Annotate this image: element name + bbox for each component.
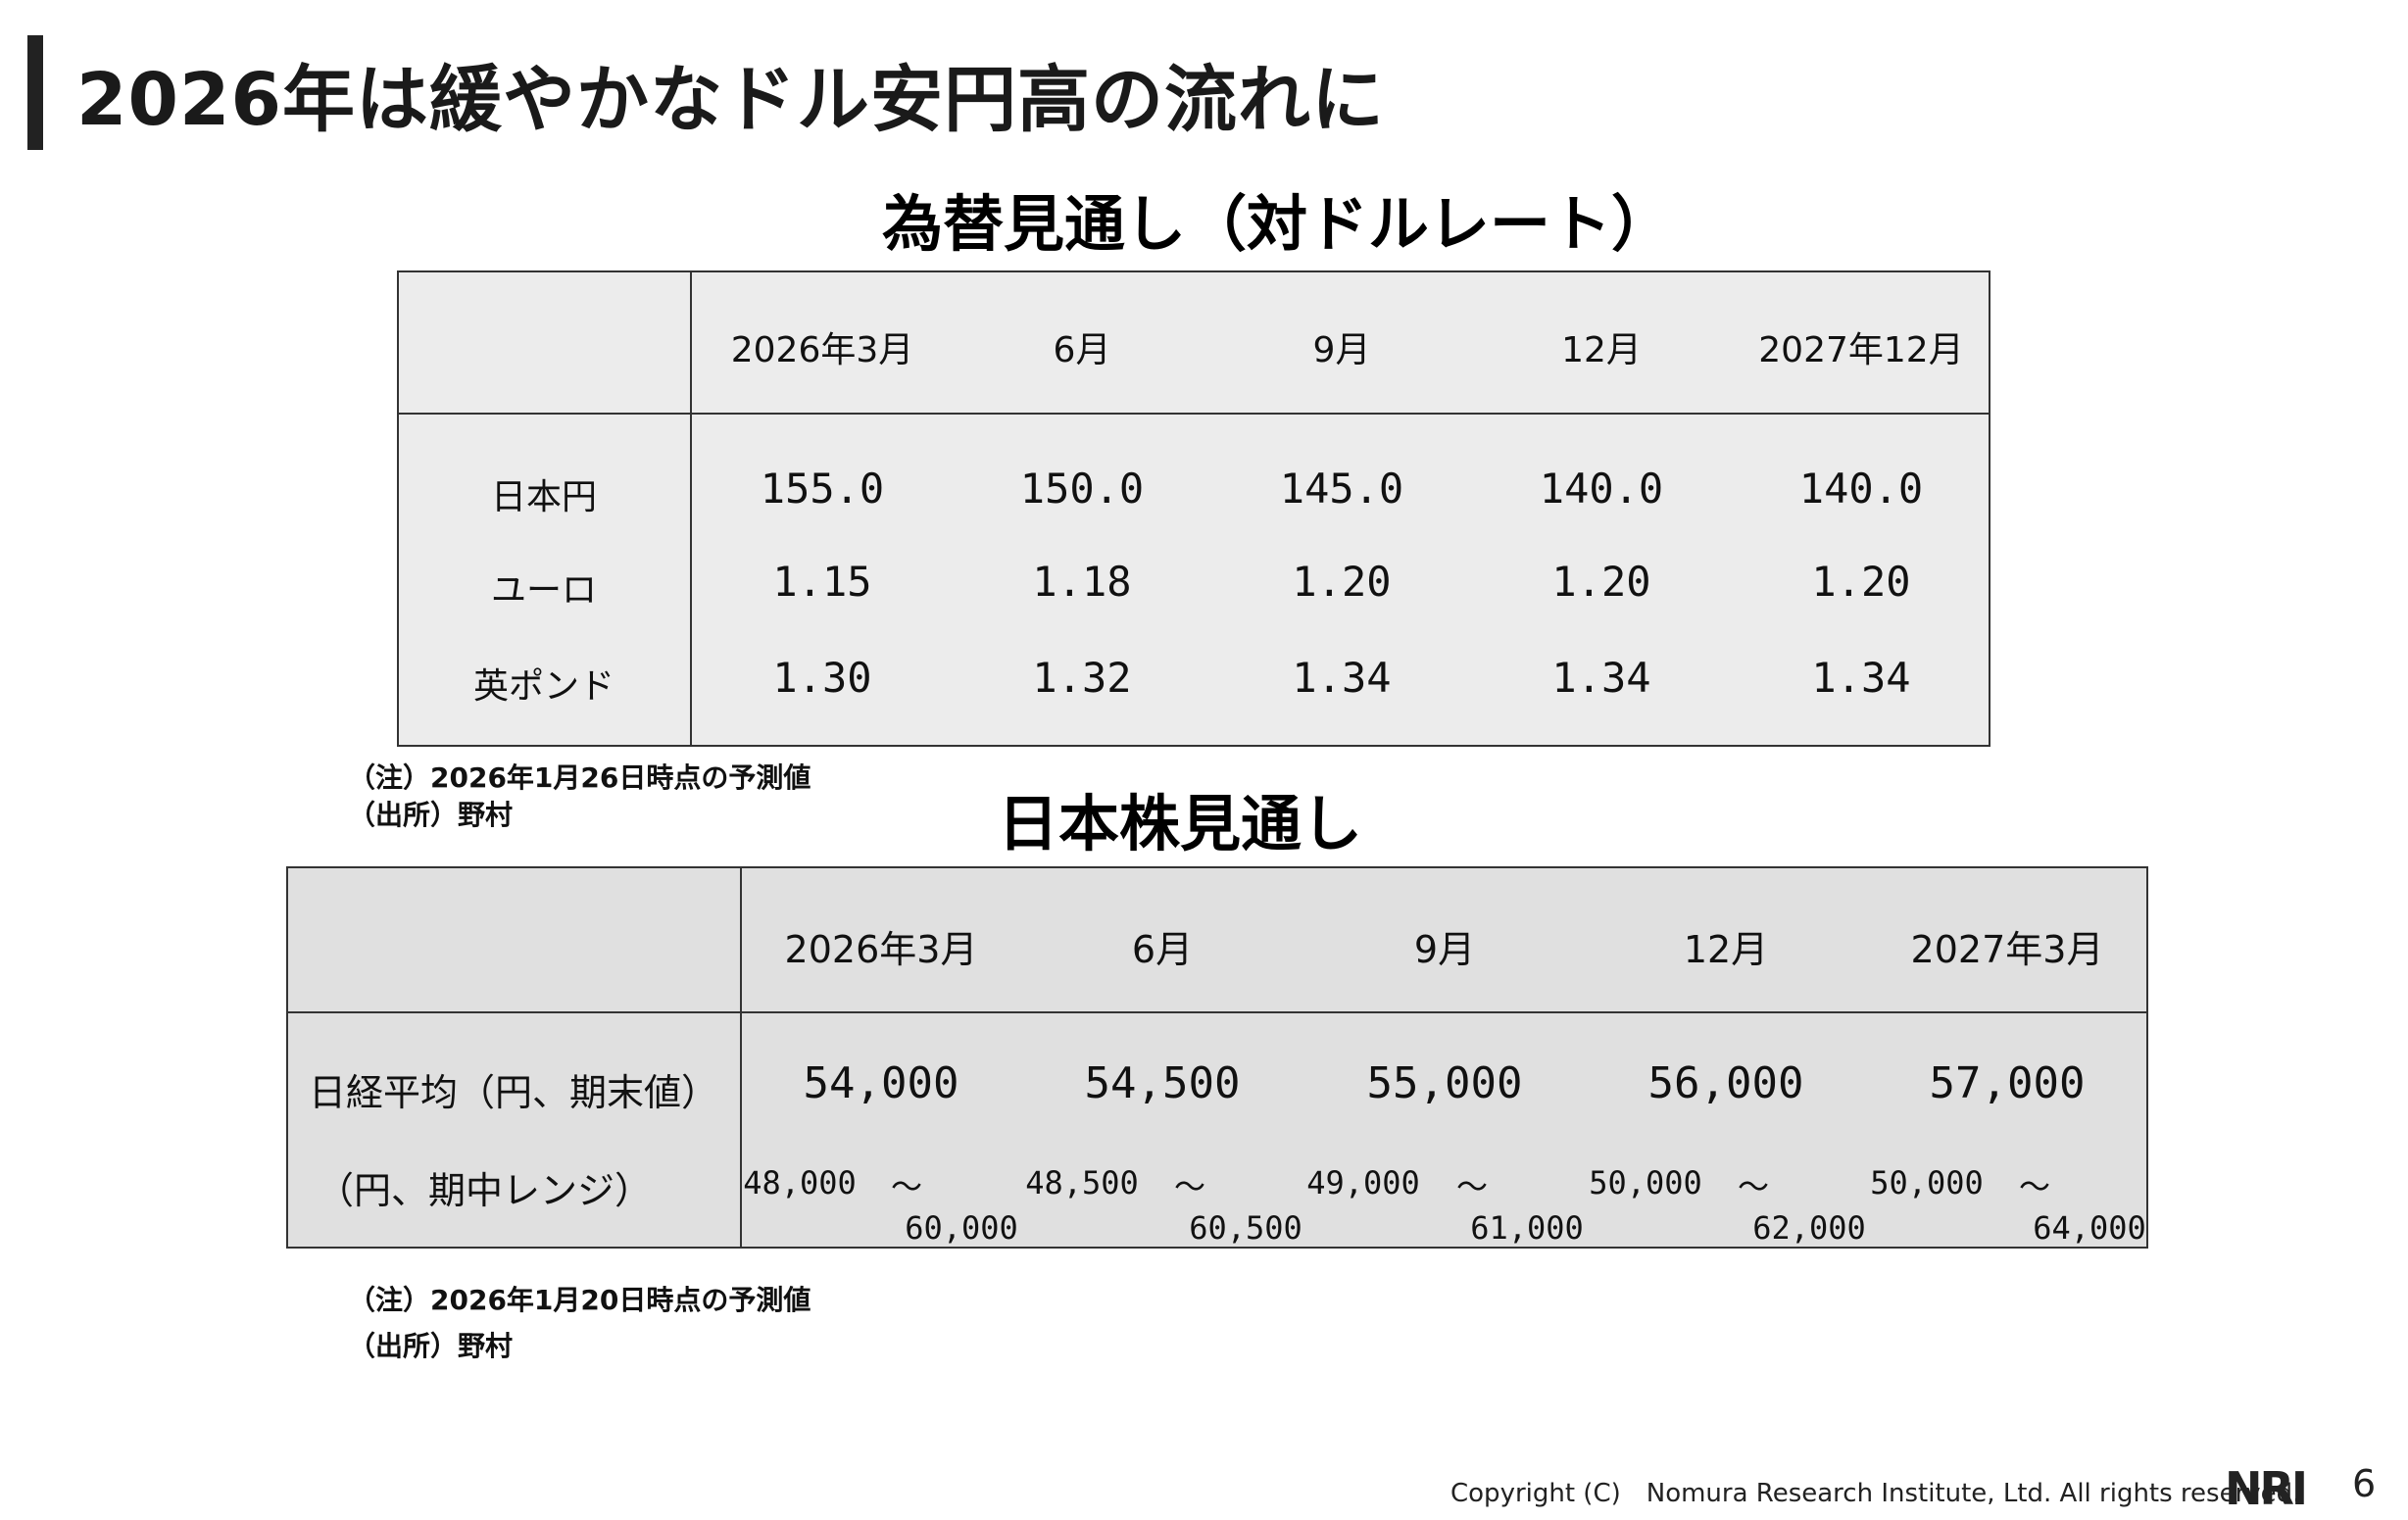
- range-tilde: ～: [1737, 1168, 1770, 1205]
- range-high: 62,000: [1752, 1209, 1866, 1247]
- stock-header-2: 9月: [1413, 928, 1476, 971]
- fx-cell: 1.30: [772, 654, 872, 702]
- range-tilde: ～: [1173, 1168, 1206, 1205]
- fx-header-0: 2026年3月: [730, 330, 914, 370]
- fx-table: 2026年3月 6月 9月 12月 2027年12月 日本円 155.0 150…: [397, 270, 1990, 747]
- fx-cell: 1.20: [1551, 558, 1651, 606]
- fx-note: （注）2026年1月26日時点の予測値: [348, 761, 811, 794]
- copyright-text: Copyright (C) Nomura Research Institute,…: [1450, 1479, 2301, 1508]
- stock-range-label: （円、期中レンジ）: [316, 1169, 653, 1212]
- fx-cell: 1.34: [1811, 654, 1911, 702]
- fx-cell: 1.20: [1292, 558, 1392, 606]
- fx-header-2: 9月: [1312, 330, 1371, 370]
- range-low: 48,500: [1025, 1164, 1139, 1201]
- fx-cell: 140.0: [1798, 465, 1924, 513]
- fx-cell: 1.18: [1032, 558, 1132, 606]
- fx-cell: 1.15: [772, 558, 872, 606]
- stock-source: （出所）野村: [348, 1330, 514, 1362]
- fx-row-label-pound: 英ポンド: [472, 666, 615, 707]
- title-accent-bar: [27, 35, 43, 150]
- fx-cell: 140.0: [1539, 465, 1664, 513]
- stock-header-0: 2026年3月: [784, 928, 978, 971]
- stock-note: （注）2026年1月20日時点の予測値: [348, 1284, 811, 1316]
- range-low: 50,000: [1589, 1164, 1702, 1201]
- range-high: 61,000: [1470, 1209, 1584, 1247]
- range-high: 60,000: [905, 1209, 1018, 1247]
- fx-cell: 1.34: [1551, 654, 1651, 702]
- stock-section-title: 日本株見通し: [998, 788, 1363, 859]
- fx-source: （出所）野村: [348, 799, 514, 831]
- stock-header-1: 6月: [1131, 928, 1194, 971]
- fx-section-title: 為替見通し（対ドルレート）: [882, 188, 1673, 260]
- fx-cell: 155.0: [760, 465, 885, 513]
- range-low: 48,000: [743, 1164, 857, 1201]
- range-tilde: ～: [1455, 1168, 1489, 1205]
- fx-header-4: 2027年12月: [1758, 330, 1964, 370]
- range-tilde: ～: [2018, 1168, 2051, 1205]
- fx-cell: 1.20: [1811, 558, 1911, 606]
- stock-avg-value: 54,500: [1084, 1058, 1241, 1108]
- stock-avg-value: 56,000: [1647, 1058, 1804, 1108]
- page-title: 2026年は緩やかなドル安円高の流れに: [76, 58, 1385, 142]
- fx-cell: 1.32: [1032, 654, 1132, 702]
- fx-row-label-yen: 日本円: [490, 477, 598, 517]
- fx-cell: 145.0: [1279, 465, 1404, 513]
- fx-row-label-euro: ユーロ: [490, 570, 598, 611]
- range-high: 64,000: [2033, 1209, 2146, 1247]
- range-high: 60,500: [1189, 1209, 1302, 1247]
- fx-cell: 150.0: [1019, 465, 1145, 513]
- fx-header-1: 6月: [1053, 330, 1111, 370]
- nri-logo: NRI: [2225, 1462, 2308, 1515]
- stock-avg-value: 55,000: [1366, 1058, 1523, 1108]
- stock-header-3: 12月: [1683, 928, 1769, 971]
- range-low: 49,000: [1306, 1164, 1420, 1201]
- range-low: 50,000: [1870, 1164, 1984, 1201]
- range-tilde: ～: [890, 1168, 923, 1205]
- stock-header-4: 2027年3月: [1910, 928, 2104, 971]
- stock-avg-value: 57,000: [1929, 1058, 2086, 1108]
- page-number: 6: [2352, 1462, 2377, 1505]
- fx-cell: 1.34: [1292, 654, 1392, 702]
- fx-header-3: 12月: [1561, 330, 1642, 370]
- stock-avg-value: 54,000: [803, 1058, 959, 1108]
- stock-avg-label: 日経平均（円、期末値）: [308, 1071, 719, 1114]
- stock-table: 2026年3月 6月 9月 12月 2027年3月 日経平均（円、期末値） 54…: [286, 866, 2148, 1249]
